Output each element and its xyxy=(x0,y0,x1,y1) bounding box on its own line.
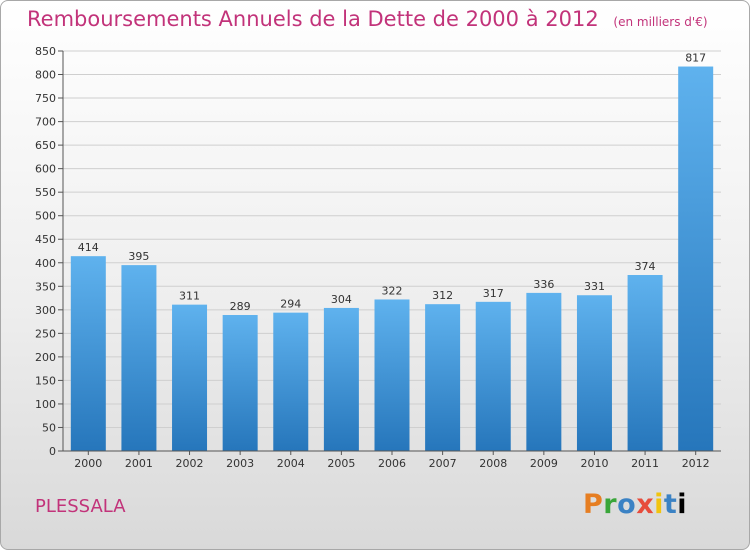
x-tick-label: 2004 xyxy=(277,457,305,470)
y-tick-label: 400 xyxy=(35,257,56,270)
y-tick-label: 200 xyxy=(35,351,56,364)
y-tick-label: 850 xyxy=(35,45,56,58)
chart-title: Remboursements Annuels de la Dette de 20… xyxy=(27,7,708,31)
bar-2004 xyxy=(273,312,309,451)
x-tick-label: 2009 xyxy=(530,457,558,470)
x-tick-label: 2003 xyxy=(226,457,254,470)
bar-2001 xyxy=(121,265,157,451)
data-label: 312 xyxy=(432,289,453,302)
bar-2008 xyxy=(475,301,511,451)
y-tick-label: 800 xyxy=(35,69,56,82)
y-tick-label: 100 xyxy=(35,398,56,411)
data-label: 395 xyxy=(128,250,149,263)
bar-2003 xyxy=(222,315,258,451)
y-tick-label: 350 xyxy=(35,280,56,293)
x-tick-label: 2012 xyxy=(682,457,710,470)
x-tick-label: 2005 xyxy=(327,457,355,470)
y-tick-label: 50 xyxy=(42,421,56,434)
y-tick-label: 650 xyxy=(35,139,56,152)
y-tick-label: 150 xyxy=(35,374,56,387)
bar-2012 xyxy=(678,66,714,451)
y-tick-label: 300 xyxy=(35,304,56,317)
bar-2007 xyxy=(425,304,461,451)
data-label: 311 xyxy=(179,290,200,303)
data-label: 317 xyxy=(483,287,504,300)
bar-2005 xyxy=(323,307,359,451)
data-label: 414 xyxy=(78,241,99,254)
chart-subtitle: (en milliers d'€) xyxy=(613,15,708,29)
x-tick-label: 2002 xyxy=(176,457,204,470)
bar-2011 xyxy=(627,275,663,451)
data-label: 289 xyxy=(230,300,251,313)
bar-2010 xyxy=(576,295,612,451)
x-tick-label: 2008 xyxy=(479,457,507,470)
bar-2006 xyxy=(374,299,410,451)
commune-name: PLESSALA xyxy=(35,496,126,517)
data-label: 817 xyxy=(685,52,706,65)
bar-2002 xyxy=(172,304,208,451)
proxiti-logo: Proxiti xyxy=(583,489,688,520)
data-label: 374 xyxy=(635,260,656,273)
y-tick-label: 600 xyxy=(35,163,56,176)
data-label: 322 xyxy=(382,284,403,297)
x-tick-label: 2000 xyxy=(74,457,102,470)
bar-2000 xyxy=(70,256,106,451)
x-tick-label: 2010 xyxy=(580,457,608,470)
data-label: 304 xyxy=(331,293,352,306)
bar-2009 xyxy=(526,292,562,451)
y-tick-label: 500 xyxy=(35,210,56,223)
x-tick-label: 2001 xyxy=(125,457,153,470)
x-tick-label: 2007 xyxy=(429,457,457,470)
data-label: 294 xyxy=(280,298,301,311)
x-tick-label: 2011 xyxy=(631,457,659,470)
y-tick-label: 550 xyxy=(35,186,56,199)
chart-title-text: Remboursements Annuels de la Dette de 20… xyxy=(27,7,599,31)
y-tick-label: 750 xyxy=(35,92,56,105)
y-tick-label: 700 xyxy=(35,116,56,129)
x-tick-label: 2006 xyxy=(378,457,406,470)
data-label: 331 xyxy=(584,280,605,293)
y-tick-label: 450 xyxy=(35,233,56,246)
y-tick-label: 0 xyxy=(49,445,56,458)
data-label: 336 xyxy=(533,278,554,291)
y-tick-label: 250 xyxy=(35,327,56,340)
